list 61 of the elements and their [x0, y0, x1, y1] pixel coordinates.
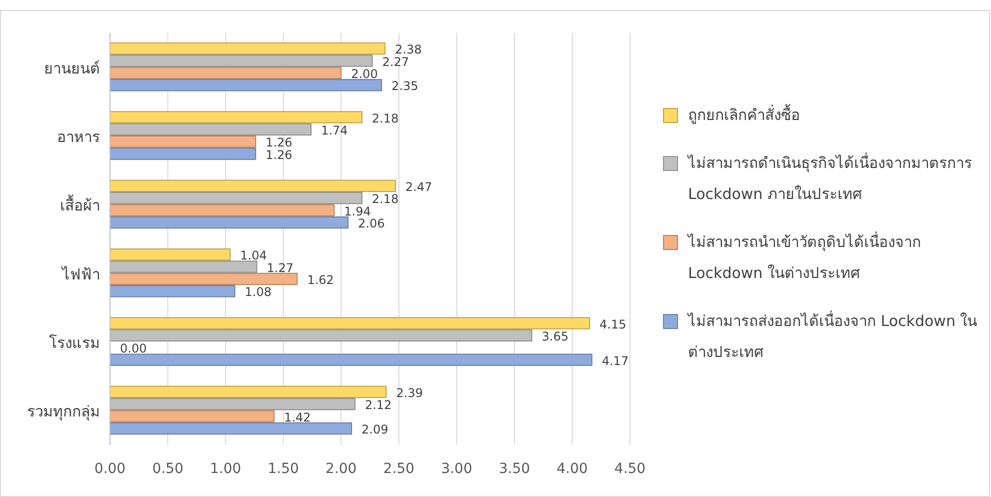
- legend-label: ถูกยกเลิกคำสั่งซื้อ: [688, 103, 800, 126]
- bar: [110, 136, 256, 148]
- y-tick-label: ไฟฟ้า: [61, 265, 100, 284]
- data-label: 0.00: [120, 342, 147, 356]
- data-label: 1.27: [266, 260, 294, 275]
- bar: [110, 317, 590, 330]
- bar: [110, 410, 275, 422]
- data-label: 2.06: [358, 216, 385, 231]
- data-label: 1.08: [244, 285, 272, 300]
- data-label: 2.18: [372, 111, 399, 126]
- data-label: 2.18: [372, 192, 399, 206]
- x-tick-label: 3.50: [498, 461, 530, 477]
- data-label: 2.38: [395, 42, 422, 57]
- data-label: 4.17: [602, 354, 629, 368]
- data-label: 2.27: [382, 54, 410, 69]
- data-label: 1.04: [240, 248, 267, 263]
- data-label: 4.15: [600, 317, 626, 332]
- data-label: 2.12: [364, 398, 392, 412]
- y-tick-label: เสื้อผ้า: [60, 194, 100, 215]
- bar: [110, 216, 349, 229]
- legend-label: ไม่สามารถส่งออกได้เนื่องจาก Lockdown ในต่างประเทศ: [688, 310, 978, 363]
- data-label: 1.62: [307, 273, 334, 288]
- bar: [110, 79, 382, 92]
- bar: [110, 111, 362, 124]
- x-tick-label: 2.50: [383, 461, 414, 477]
- x-tick-label: 3.00: [441, 461, 472, 477]
- data-label: 3.65: [542, 330, 568, 344]
- y-tick-label: รวมทุกกลุ่ม: [27, 402, 100, 422]
- bar: [110, 204, 335, 216]
- y-tick-label: ยานยนต์: [44, 59, 100, 78]
- data-label: 1.26: [266, 136, 292, 150]
- bar: [110, 66, 342, 80]
- data-label: 2.09: [362, 422, 388, 437]
- x-tick-label: 0.50: [152, 461, 184, 477]
- bar: [110, 148, 256, 160]
- bar: [110, 422, 352, 435]
- bar: [110, 386, 387, 398]
- y-tick-label: โรงแรม: [49, 334, 100, 352]
- bar: [110, 285, 236, 298]
- x-tick-label: 4.00: [556, 461, 588, 477]
- bar: [110, 180, 396, 192]
- x-tick-label: 2.00: [326, 461, 357, 477]
- x-tick-label: 0.00: [94, 461, 126, 477]
- data-label: 2.00: [351, 67, 378, 82]
- data-label: 1.26: [266, 148, 292, 162]
- bar: [110, 272, 298, 286]
- y-tick-label: อาหาร: [57, 128, 100, 146]
- legend-label: ไม่สามารถนำเข้าวัตถุดิบได้เนื่องจาก Lockdown ในต่างประเทศ: [688, 230, 922, 284]
- data-label: 2.39: [396, 386, 423, 400]
- data-label: 1.74: [321, 124, 348, 138]
- x-tick-label: 1.00: [210, 461, 242, 477]
- data-label: 2.47: [405, 180, 432, 194]
- bar: [110, 248, 231, 261]
- bar: [110, 42, 386, 55]
- bar: [110, 354, 592, 366]
- data-label: 2.35: [392, 79, 418, 94]
- legend-label: ไม่สามารถดำเนินธุรกิจได้เนื่องจากมาตรการ Lockdown ภายในประเทศ: [688, 152, 973, 205]
- x-tick-label: 1.50: [268, 461, 299, 477]
- data-label: 1.94: [344, 204, 371, 218]
- data-label: 1.42: [284, 410, 311, 424]
- x-tick-label: 4.50: [614, 461, 646, 477]
